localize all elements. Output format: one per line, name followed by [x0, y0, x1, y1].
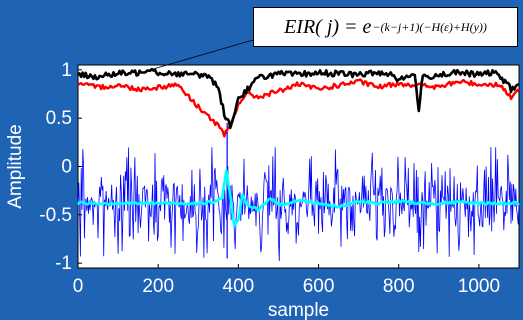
series-line-blue [77, 147, 520, 262]
x-tick-label: 600 [303, 276, 335, 297]
plot-area [77, 64, 520, 269]
x-tick-label: 400 [223, 276, 255, 297]
series-line-cyan [76, 168, 520, 228]
x-tick-label: 200 [142, 276, 174, 297]
x-axis-label: sample [268, 300, 329, 320]
formula-annotation: EIR( j) = e −(k−j+1)(−H(ε)+H(y)) [253, 7, 518, 47]
formula-leader-line [150, 39, 254, 71]
x-tick-label: 800 [383, 276, 415, 297]
series-line-red [77, 78, 520, 138]
y-tick-label: -0.5 [39, 205, 72, 226]
y-axis-label: Amplitude [5, 124, 26, 209]
formula-lhs: EIR( j) = e [284, 15, 372, 38]
y-tick-label: 1 [61, 60, 72, 81]
x-tick-label: 1000 [458, 276, 500, 297]
x-tick-label: 0 [73, 276, 84, 297]
y-tick-label: 0.5 [46, 108, 72, 129]
y-tick-label: -1 [55, 253, 72, 274]
y-tick-label: 0 [61, 157, 72, 178]
formula-exponent: −(k−j+1)(−H(ε)+H(y)) [372, 19, 487, 34]
